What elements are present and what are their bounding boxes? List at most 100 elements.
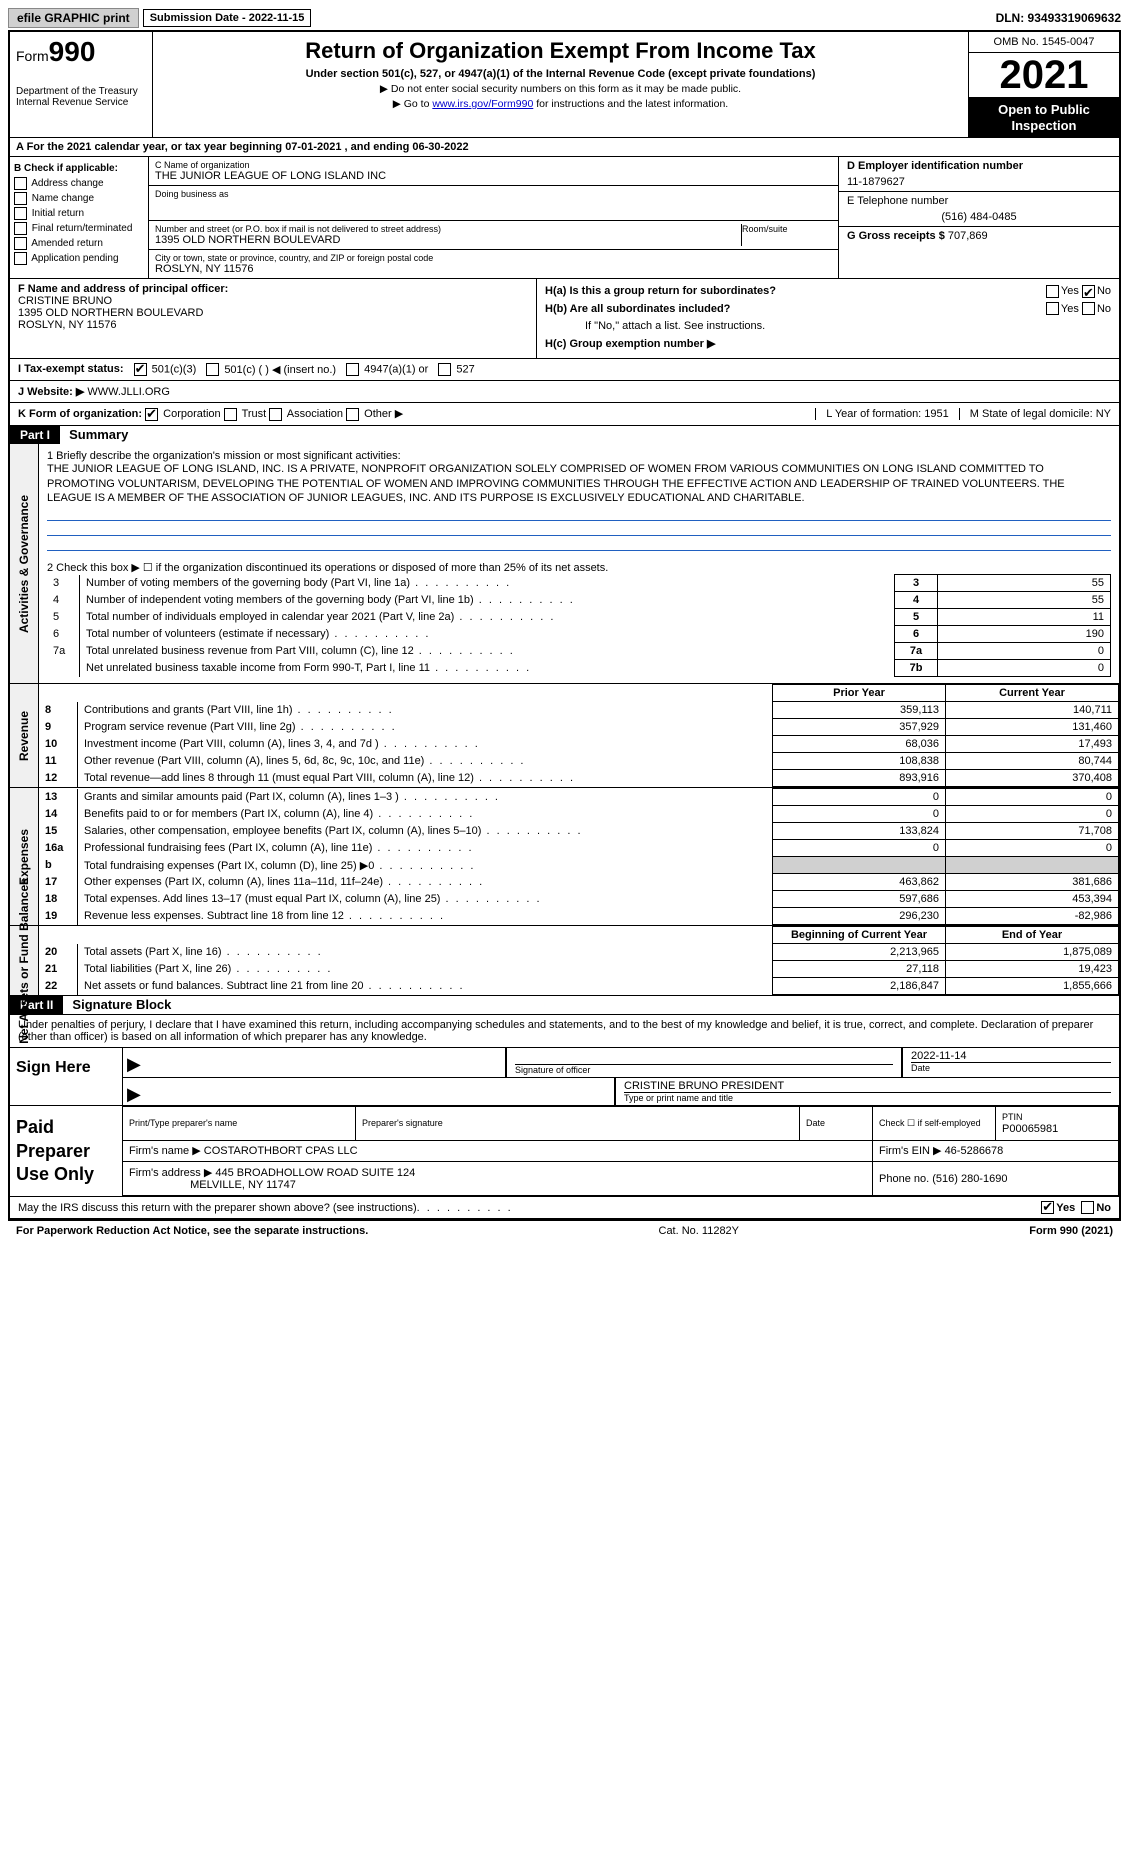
cb-trust[interactable] xyxy=(224,408,237,421)
form-subtitle: Under section 501(c), 527, or 4947(a)(1)… xyxy=(161,68,960,80)
tel-value: (516) 484-0485 xyxy=(847,211,1111,223)
mission-text: THE JUNIOR LEAGUE OF LONG ISLAND, INC. I… xyxy=(47,462,1111,507)
open-public: Open to Public Inspection xyxy=(969,98,1119,137)
signer-name: CRISTINE BRUNO PRESIDENT xyxy=(624,1080,1111,1092)
officer-name: CRISTINE BRUNO xyxy=(18,295,112,307)
year-formation: L Year of formation: 1951 xyxy=(815,408,949,420)
goto-pre: ▶ Go to xyxy=(393,98,433,110)
prep-check: Check ☐ if self-employed xyxy=(879,1118,981,1128)
officer-addr2: ROSLYN, NY 11576 xyxy=(18,319,116,331)
date-label: Date xyxy=(911,1062,1111,1073)
part2-title: Signature Block xyxy=(66,995,177,1014)
sign-here-row: Sign Here ▶ Signature of officer 2022-11… xyxy=(10,1048,1119,1106)
col-d-ein: D Employer identification number 11-1879… xyxy=(839,157,1119,278)
col-c-org: C Name of organization THE JUNIOR LEAGUE… xyxy=(149,157,839,278)
type-name-label: Type or print name and title xyxy=(624,1092,1111,1103)
hb-note: If "No," attach a list. See instructions… xyxy=(545,318,1111,336)
gov-table: 3 Number of voting members of the govern… xyxy=(47,574,1111,677)
cb-initial-return[interactable] xyxy=(14,207,27,220)
hb-label: H(b) Are all subordinates included? xyxy=(545,303,730,315)
firm-addr: 445 BROADHOLLOW ROAD SUITE 124 xyxy=(215,1167,415,1179)
prep-date-label: Date xyxy=(806,1118,825,1128)
discuss-text: May the IRS discuss this return with the… xyxy=(18,1202,417,1214)
cb-hb-yes[interactable] xyxy=(1046,302,1059,315)
goto-note: ▶ Go to www.irs.gov/Form990 for instruct… xyxy=(161,98,960,110)
cb-discuss-no[interactable] xyxy=(1081,1201,1094,1214)
row-j-website: J Website: ▶ WWW.JLLI.ORG xyxy=(10,381,1119,403)
arrow-icon: ▶ xyxy=(123,1048,505,1077)
cb-501c3[interactable] xyxy=(134,363,147,376)
tel-label: E Telephone number xyxy=(847,195,1111,207)
cb-ha-no[interactable] xyxy=(1082,285,1095,298)
arrow-icon: ▶ xyxy=(123,1078,614,1105)
firm-name: COSTAROTHBORT CPAS LLC xyxy=(204,1145,358,1157)
tab-net-assets: Net Assets or Fund Balances xyxy=(10,926,39,995)
ptin-value: P00065981 xyxy=(1002,1123,1058,1135)
cb-application[interactable] xyxy=(14,252,27,265)
tax-year: 2021 xyxy=(969,53,1119,98)
city-label: City or town, state or province, country… xyxy=(155,253,832,263)
cb-other[interactable] xyxy=(346,408,359,421)
org-name: THE JUNIOR LEAGUE OF LONG ISLAND INC xyxy=(155,170,832,182)
cb-ha-yes[interactable] xyxy=(1046,285,1059,298)
form-org-label: K Form of organization: xyxy=(18,408,142,420)
org-address: 1395 OLD NORTHERN BOULEVARD xyxy=(155,234,741,246)
cb-527[interactable] xyxy=(438,363,451,376)
cb-discuss-yes[interactable] xyxy=(1041,1201,1054,1214)
firm-name-label: Firm's name ▶ xyxy=(129,1145,201,1157)
ha-label: H(a) Is this a group return for subordin… xyxy=(545,285,776,297)
dln: DLN: 93493319069632 xyxy=(996,11,1121,25)
phone-label: Phone no. xyxy=(879,1173,929,1185)
firm-addr-label: Firm's address ▶ xyxy=(129,1167,212,1179)
cat-number: Cat. No. 11282Y xyxy=(368,1225,1029,1237)
ptin-label: PTIN xyxy=(1002,1112,1023,1122)
exp-table: 13 Grants and similar amounts paid (Part… xyxy=(39,788,1119,925)
cb-address-change[interactable] xyxy=(14,177,27,190)
state-domicile: M State of legal domicile: NY xyxy=(959,408,1111,420)
prep-name-label: Print/Type preparer's name xyxy=(129,1118,237,1128)
part1-title: Summary xyxy=(63,425,134,444)
paid-preparer-label: Paid Preparer Use Only xyxy=(10,1106,122,1196)
firm-ein: 46-5286678 xyxy=(945,1145,1004,1157)
room-label: Room/suite xyxy=(742,224,832,234)
line1-label: 1 Briefly describe the organization's mi… xyxy=(47,450,1111,462)
cb-4947[interactable] xyxy=(346,363,359,376)
addr-label: Number and street (or P.O. box if mail i… xyxy=(155,224,741,234)
tab-revenue: Revenue xyxy=(10,684,39,787)
row-k-form-org: K Form of organization: Corporation Trus… xyxy=(10,403,1119,426)
prep-sig-label: Preparer's signature xyxy=(362,1118,443,1128)
cb-corp[interactable] xyxy=(145,408,158,421)
cb-assoc[interactable] xyxy=(269,408,282,421)
row-i-tax-status: I Tax-exempt status: 501(c)(3) 501(c) ( … xyxy=(10,359,1119,382)
sig-officer-label: Signature of officer xyxy=(515,1064,893,1075)
ein-value: 11-1879627 xyxy=(847,176,1111,188)
ein-label: D Employer identification number xyxy=(847,160,1023,172)
gross-label: G Gross receipts $ xyxy=(847,230,945,242)
cb-name-change[interactable] xyxy=(14,192,27,205)
col-b-checkboxes: B Check if applicable: Address change Na… xyxy=(10,157,149,278)
col-f-officer: F Name and address of principal officer:… xyxy=(10,279,537,357)
cb-hb-no[interactable] xyxy=(1082,302,1095,315)
hc-label: H(c) Group exemption number ▶ xyxy=(545,338,715,350)
goto-post: for instructions and the latest informat… xyxy=(533,98,728,110)
top-bar: efile GRAPHIC print Submission Date - 20… xyxy=(8,8,1121,28)
irs-link[interactable]: www.irs.gov/Form990 xyxy=(432,98,533,110)
firm-city: MELVILLE, NY 11747 xyxy=(190,1179,296,1191)
cb-amended[interactable] xyxy=(14,237,27,250)
cb-final-return[interactable] xyxy=(14,222,27,235)
gross-value: 707,869 xyxy=(948,230,988,242)
firm-ein-label: Firm's EIN ▶ xyxy=(879,1145,942,1157)
form-ref: Form 990 (2021) xyxy=(1029,1225,1113,1237)
phone-value: (516) 280-1690 xyxy=(932,1173,1007,1185)
row-a-period: A For the 2021 calendar year, or tax yea… xyxy=(10,138,1119,157)
form-title: Return of Organization Exempt From Incom… xyxy=(161,38,960,64)
form-990: Form990 Department of the Treasury Inter… xyxy=(8,30,1121,1221)
cb-501c[interactable] xyxy=(206,363,219,376)
tab-activities: Activities & Governance xyxy=(10,444,39,684)
footer: For Paperwork Reduction Act Notice, see … xyxy=(8,1221,1121,1241)
form-prefix: Form xyxy=(16,48,49,64)
rev-table: Prior Year Current Year8 Contributions a… xyxy=(39,684,1119,787)
efile-button[interactable]: efile GRAPHIC print xyxy=(8,8,139,28)
irs-label: Internal Revenue Service xyxy=(16,97,146,108)
officer-addr1: 1395 OLD NORTHERN BOULEVARD xyxy=(18,307,203,319)
